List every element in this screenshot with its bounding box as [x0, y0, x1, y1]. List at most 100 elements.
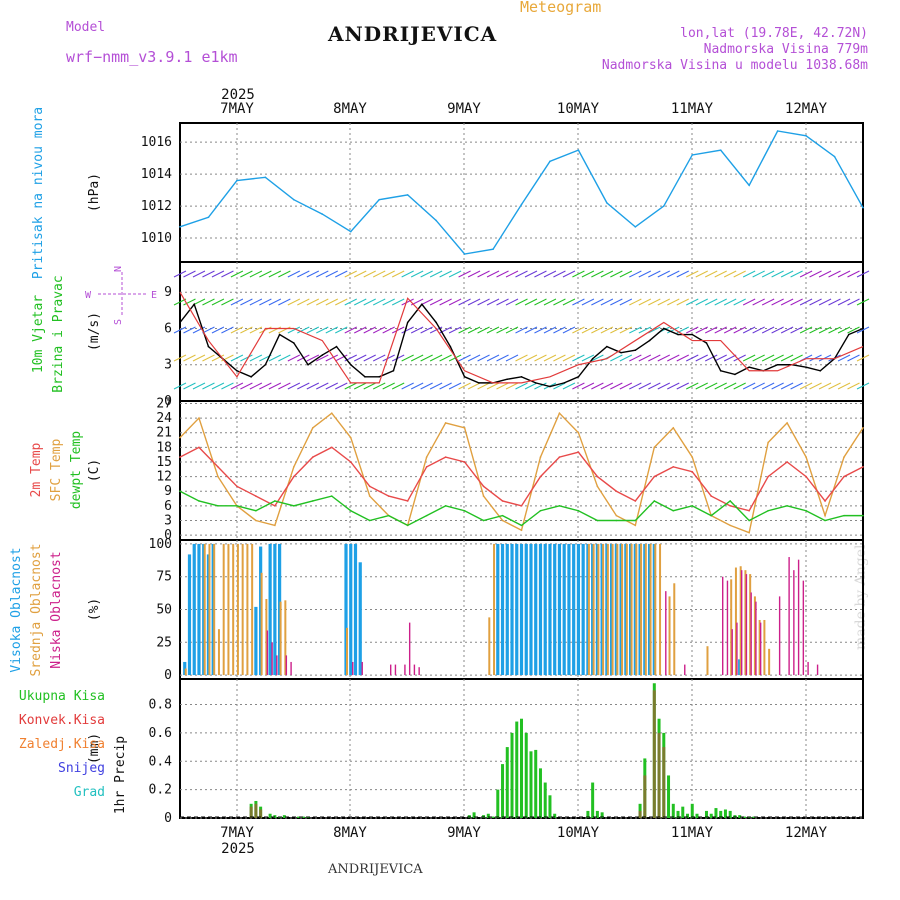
sfc-temp-line-point — [501, 519, 504, 522]
t2m-line-point — [596, 475, 599, 478]
dewpoint-line-point — [463, 509, 466, 512]
wind-arrow — [780, 298, 794, 306]
wind-arrow — [847, 354, 860, 362]
wind-arrow — [372, 270, 386, 278]
pressure-line-point — [207, 216, 210, 219]
high_cloud-bar — [524, 543, 528, 676]
x-tick-label-top: 8MAY — [333, 101, 367, 117]
mid_cloud-bar — [644, 543, 647, 676]
low_cloud-bar — [736, 622, 738, 676]
side-label-dewp: dewpt Temp — [69, 431, 84, 509]
dewpoint-line-point — [387, 514, 390, 517]
mid_cloud-bar — [493, 543, 496, 676]
wind-arrow — [363, 270, 376, 278]
wind-arrow — [752, 326, 765, 334]
wind-arrow — [818, 270, 832, 278]
pressure-line-point — [435, 219, 437, 222]
wind-arrow — [657, 382, 671, 390]
y-tick-label: 25 — [156, 635, 172, 650]
dewpoint-line-point — [539, 509, 542, 512]
t2m-line-point — [198, 446, 200, 449]
wind-arrow — [686, 354, 699, 362]
wind-arrow — [780, 326, 794, 334]
t2m-line-point — [824, 500, 826, 502]
pressure-line-point — [862, 206, 864, 209]
t2m-line-point — [634, 500, 637, 502]
x-tick-label-bottom: 9MAY — [447, 825, 481, 841]
wind-arrow — [496, 270, 509, 278]
wind-arrow — [723, 382, 737, 390]
wind-arrow — [562, 326, 576, 334]
mid_cloud-bar — [758, 619, 761, 676]
wind-arrow — [818, 354, 832, 362]
total-rain-bar — [515, 721, 519, 818]
low_cloud-bar — [394, 664, 397, 676]
x-tick-label-bottom: 12MAY — [785, 825, 828, 841]
wind-arrow — [799, 298, 813, 306]
wind-arrow — [382, 326, 395, 334]
compass-s: S — [113, 319, 124, 325]
t2m-line-point — [179, 456, 181, 458]
wind-arrow — [591, 298, 604, 306]
y-tick-label: 1012 — [141, 199, 172, 214]
mid_cloud-bar — [768, 648, 771, 676]
low_cloud-bar — [726, 580, 729, 676]
wind-speed-line-point — [691, 333, 694, 336]
year-label-bottom: 2025 — [221, 841, 255, 857]
mid_cloud-bar — [227, 543, 230, 676]
altitude-info: Nadmorska Visina 779m — [703, 42, 868, 57]
sfc-temp-line-point — [786, 422, 788, 424]
wind-arrow — [742, 326, 756, 334]
dewpoint-line-point — [236, 505, 238, 507]
total-rain-bar — [704, 810, 708, 818]
wind-arrow — [410, 382, 424, 390]
wind-arrow — [524, 382, 538, 390]
sfc-temp-line-point — [596, 485, 599, 488]
wind-arrow — [391, 326, 405, 334]
wind-speed-line-point — [293, 342, 295, 344]
wind-arrow — [344, 326, 357, 334]
wind-arrow — [259, 298, 272, 306]
wind-arrow — [287, 270, 301, 278]
wind-arrow — [306, 354, 320, 362]
t2m-line-point — [786, 461, 788, 463]
wind-arrow — [505, 298, 519, 306]
mid_cloud-bar — [208, 543, 211, 676]
wind-arrow — [192, 270, 206, 278]
wind-arrow — [287, 354, 301, 362]
wind-arrow — [505, 354, 519, 362]
wind-arrow — [211, 270, 225, 278]
t2m-line-point — [406, 500, 409, 502]
x-tick-label-top: 11MAY — [671, 101, 714, 117]
wind-arrow — [306, 326, 320, 334]
wind-arrow — [648, 270, 661, 278]
x-tick-label-top: 9MAY — [447, 101, 481, 117]
dewpoint-line-point — [786, 505, 788, 507]
wind-arrow — [325, 326, 339, 334]
conv-rain-bar — [657, 732, 661, 818]
wind-arrow — [344, 298, 357, 306]
wind-arrow — [183, 354, 196, 362]
wind-arrow — [676, 298, 689, 306]
mid_cloud-bar — [597, 543, 600, 676]
mid_cloud-bar — [621, 543, 624, 676]
wind-speed-line-point — [662, 327, 665, 330]
wind-arrow — [676, 354, 689, 362]
pressure-line-point — [577, 149, 580, 151]
wind-speed-line-point — [748, 366, 750, 368]
total-rain-bar — [719, 810, 723, 818]
mid_cloud-bar — [673, 583, 676, 676]
wind-arrow — [486, 270, 500, 278]
sfc-temp-line-point — [198, 417, 200, 419]
dewpoint-line-point — [274, 500, 276, 502]
dewpoint-line-point — [425, 514, 428, 517]
dewpoint-line-point — [672, 509, 675, 512]
wind-arrow — [761, 270, 775, 278]
wind-arrow — [553, 354, 566, 362]
sfc-temp-line-point — [824, 514, 826, 517]
wind-speed-line-point — [719, 369, 722, 372]
high_cloud-bar — [505, 543, 509, 676]
low_cloud-bar — [759, 622, 762, 676]
wind-arrow — [619, 270, 633, 278]
wind-arrow — [268, 270, 282, 278]
